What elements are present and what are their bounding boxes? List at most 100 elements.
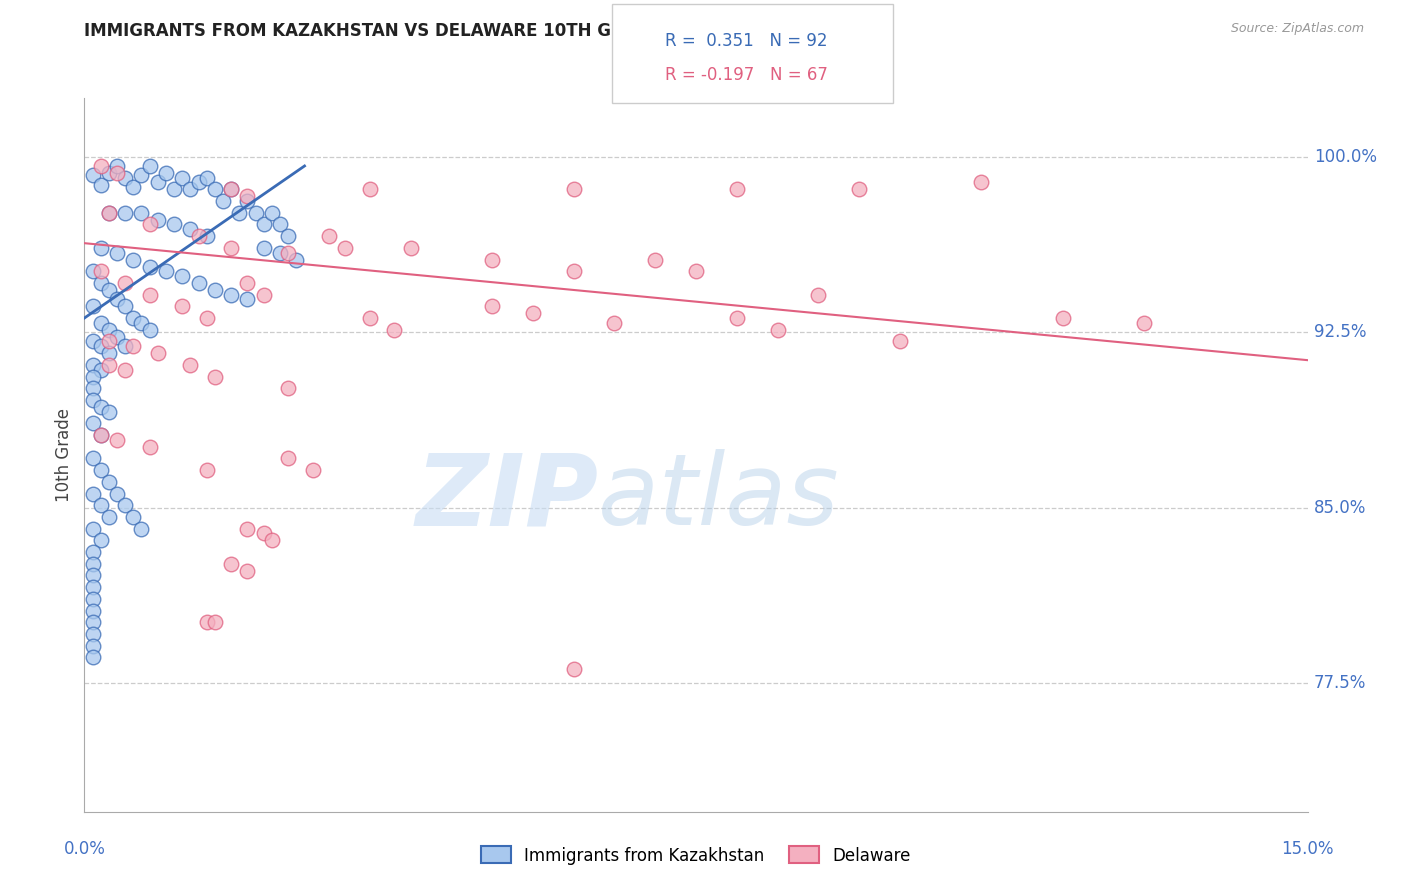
Point xyxy=(82,591,104,606)
Point xyxy=(204,369,226,384)
Point xyxy=(97,510,120,524)
Point xyxy=(187,229,209,244)
Point xyxy=(685,264,707,278)
Point xyxy=(269,218,291,232)
Point xyxy=(236,293,259,307)
Point xyxy=(82,264,104,278)
Point xyxy=(848,182,870,196)
Point xyxy=(179,182,201,196)
Legend: Immigrants from Kazakhstan, Delaware: Immigrants from Kazakhstan, Delaware xyxy=(474,839,918,871)
Point xyxy=(277,245,299,260)
Point xyxy=(138,323,160,337)
Text: ZIP: ZIP xyxy=(415,450,598,546)
Point xyxy=(82,417,104,431)
Point xyxy=(97,346,120,360)
Point xyxy=(105,330,128,344)
Point xyxy=(260,533,283,548)
Point xyxy=(644,252,666,267)
Point xyxy=(122,510,145,524)
Point xyxy=(212,194,235,208)
Point xyxy=(146,346,169,360)
Text: 15.0%: 15.0% xyxy=(1281,839,1334,858)
Point xyxy=(105,293,128,307)
Point xyxy=(122,311,145,326)
Point xyxy=(195,229,218,244)
Point xyxy=(97,334,120,349)
Point xyxy=(172,170,194,185)
Point xyxy=(82,627,104,641)
Point xyxy=(131,169,153,183)
Point xyxy=(172,268,194,283)
Point xyxy=(97,358,120,372)
Point xyxy=(195,311,218,326)
Point xyxy=(204,283,226,297)
Point xyxy=(97,475,120,489)
Point xyxy=(318,229,340,244)
Point xyxy=(163,182,186,196)
Point xyxy=(195,615,218,630)
Point xyxy=(97,206,120,220)
Point xyxy=(187,276,209,290)
Point xyxy=(163,218,186,232)
Point xyxy=(82,392,104,407)
Point xyxy=(481,252,503,267)
Point xyxy=(131,522,153,536)
Point xyxy=(105,486,128,500)
Point xyxy=(277,381,299,395)
Point xyxy=(122,339,145,353)
Point xyxy=(301,463,323,477)
Point xyxy=(236,194,259,208)
Point xyxy=(219,287,242,301)
Point xyxy=(131,316,153,330)
Point xyxy=(195,170,218,185)
Point xyxy=(236,276,259,290)
Point xyxy=(90,178,112,192)
Point xyxy=(90,316,112,330)
Point xyxy=(889,334,911,349)
Point xyxy=(522,306,544,320)
Point xyxy=(146,175,169,189)
Point xyxy=(138,218,160,232)
Point xyxy=(228,206,250,220)
Point xyxy=(122,180,145,194)
Point xyxy=(82,568,104,582)
Point xyxy=(187,175,209,189)
Point xyxy=(90,428,112,442)
Point xyxy=(97,404,120,418)
Point xyxy=(82,650,104,665)
Point xyxy=(382,323,405,337)
Point xyxy=(114,206,136,220)
Point xyxy=(114,276,136,290)
Point xyxy=(562,182,585,196)
Point xyxy=(82,486,104,500)
Point xyxy=(97,323,120,337)
Point xyxy=(481,299,503,313)
Point xyxy=(82,639,104,653)
Point xyxy=(90,241,112,255)
Point xyxy=(105,166,128,180)
Point xyxy=(562,264,585,278)
Text: 0.0%: 0.0% xyxy=(63,839,105,858)
Point xyxy=(603,316,626,330)
Point xyxy=(1052,311,1074,326)
Point xyxy=(90,533,112,548)
Text: 92.5%: 92.5% xyxy=(1313,323,1367,341)
Point xyxy=(82,299,104,313)
Point xyxy=(269,245,291,260)
Point xyxy=(114,498,136,512)
Point xyxy=(90,264,112,278)
Point xyxy=(179,222,201,236)
Point xyxy=(172,299,194,313)
Point xyxy=(236,564,259,578)
Point xyxy=(245,206,267,220)
Point xyxy=(97,283,120,297)
Point xyxy=(138,159,160,173)
Point xyxy=(90,400,112,414)
Point xyxy=(725,182,748,196)
Point xyxy=(285,252,308,267)
Point xyxy=(204,615,226,630)
Point xyxy=(82,334,104,349)
Point xyxy=(82,615,104,630)
Point xyxy=(204,182,226,196)
Point xyxy=(219,241,242,255)
